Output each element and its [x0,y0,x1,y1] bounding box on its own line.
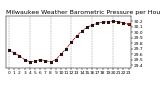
Text: Milwaukee Weather Barometric Pressure per Hour (Last 24 Hours): Milwaukee Weather Barometric Pressure pe… [6,10,160,15]
